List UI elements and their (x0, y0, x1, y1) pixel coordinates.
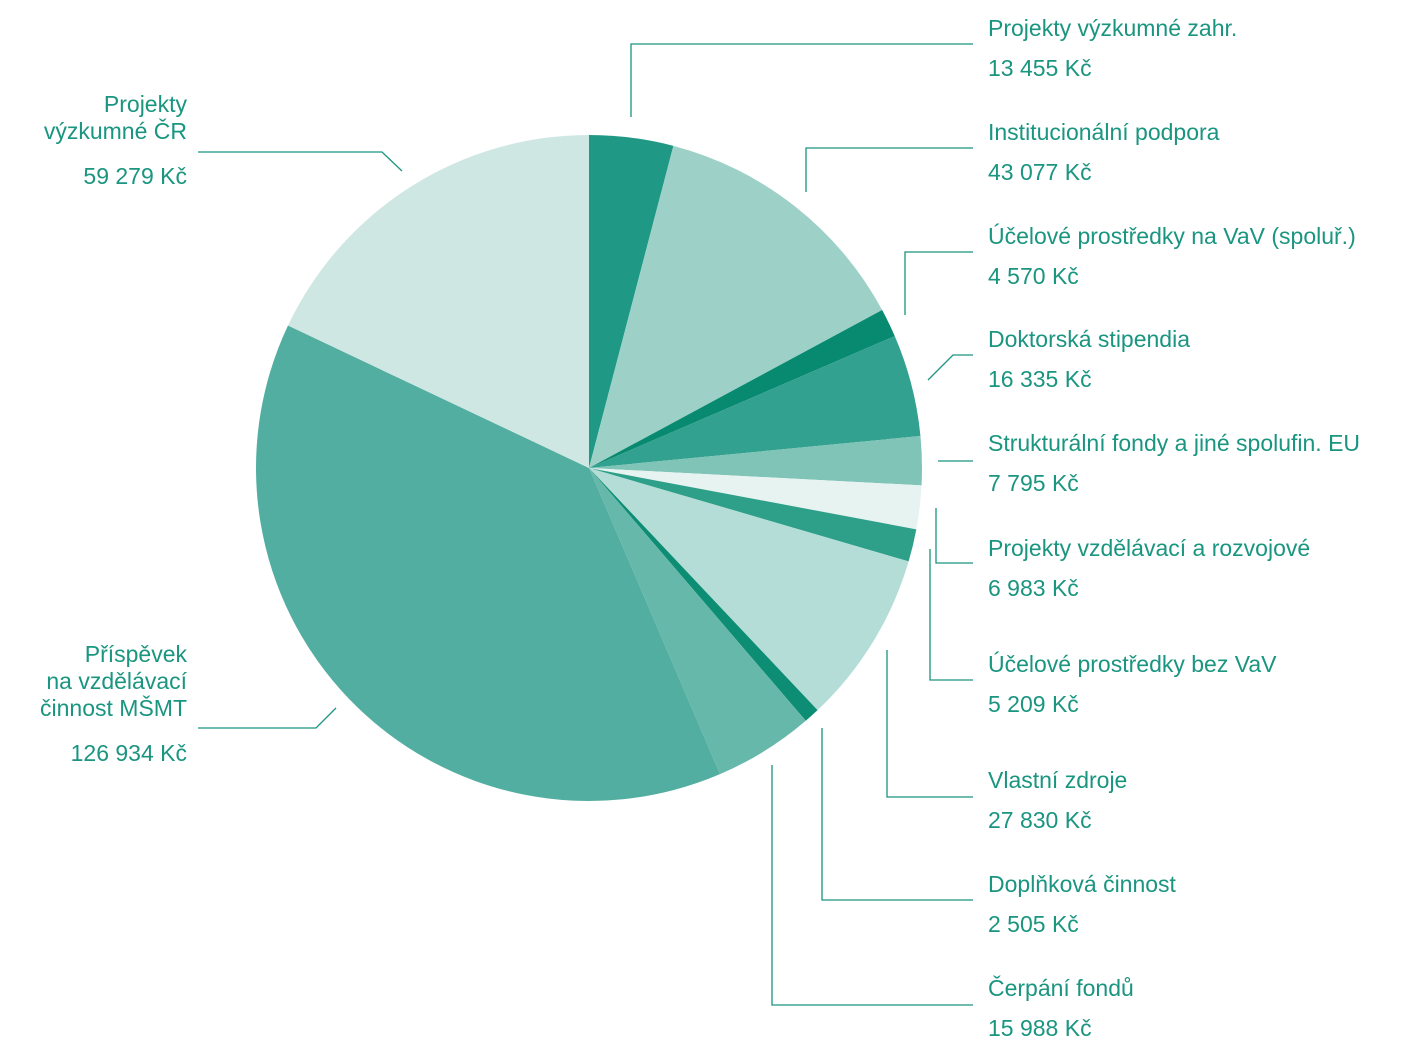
slice-label-line: Strukturální fondy a jiné spolufin. EU (988, 430, 1360, 456)
slice-label: Účelové prostředky bez VaV 5 209 Kč (988, 651, 1277, 717)
slice-value-label: 7 795 Kč (988, 470, 1079, 496)
leader-line (771, 765, 973, 1006)
leader-line (805, 147, 973, 192)
leader-line (929, 549, 973, 681)
pie-slice (589, 468, 909, 711)
slice-value-label: 6 983 Kč (988, 575, 1079, 601)
slice-label-line: Projekty výzkumné zahr. (988, 15, 1237, 41)
slice-label: Příspěvek na vzdělávací činnost MŠMT 126 93… (40, 641, 188, 766)
slice-labels: Projekty výzkumné zahr. 13 455 Kč Instituc… (40, 15, 1360, 1038)
slice-label-line: Doktorská stipendia (988, 326, 1190, 352)
slice-value-label: 13 455 Kč (988, 55, 1092, 81)
slice-label-line: výzkumné ČR (44, 117, 187, 144)
slice-value-label: 4 570 Kč (988, 263, 1079, 289)
slice-value-label: 16 335 Kč (988, 366, 1092, 392)
slice-label-line: Projekty vzdělávací a rozvojové (988, 535, 1310, 561)
slice-label-line: Doplňková činnost (988, 871, 1177, 897)
pie-slice (589, 468, 922, 530)
slice-label: Doplňková činnost 2 505 Kč (988, 871, 1177, 937)
pie-slice (589, 468, 818, 721)
slice-label-line: Vlastní zdroje (988, 767, 1127, 793)
pie-slice (589, 468, 806, 775)
pie-slice (589, 145, 883, 468)
leader-line (927, 354, 973, 381)
pie-slice (589, 468, 917, 562)
leader-lines (198, 43, 973, 1006)
slice-label: Vlastní zdroje 27 830 Kč (988, 767, 1127, 833)
pie-slice (589, 336, 921, 468)
pie-slice (288, 135, 589, 468)
slice-label: Čerpání fondů 15 988 Kč (988, 974, 1134, 1038)
pie-slice (589, 135, 674, 468)
leader-line (630, 43, 973, 117)
slice-label-line: na vzdělávací (46, 668, 187, 694)
slice-value-label: 27 830 Kč (988, 807, 1092, 833)
pie-slice (255, 325, 720, 802)
slice-label-line: Čerpání fondů (988, 974, 1134, 1001)
pie-slice (589, 436, 923, 486)
slice-label-line: Účelové prostředky na VaV (spoluř.) (988, 223, 1356, 249)
slice-label-line: Institucionální podpora (988, 119, 1220, 145)
slice-label-line: činnost MŠMT (40, 694, 187, 721)
pie-slices (255, 135, 923, 802)
leader-line (198, 151, 403, 172)
slice-value-label: 126 934 Kč (71, 740, 187, 766)
slice-label: Projekty výzkumné ČR 59 279 Kč (44, 91, 188, 189)
slice-value-label: 2 505 Kč (988, 911, 1079, 937)
slice-value-label: 5 209 Kč (988, 691, 1079, 717)
slice-label-line: Projekty (104, 91, 188, 117)
slice-label: Projekty vzdělávací a rozvojové 6 983 Kč (988, 535, 1310, 601)
leader-line (904, 251, 973, 315)
leader-line (198, 707, 337, 729)
slice-value-label: 15 988 Kč (988, 1015, 1092, 1038)
slice-label: Doktorská stipendia 16 335 Kč (988, 326, 1190, 392)
leader-line (821, 728, 973, 901)
slice-label: Projekty výzkumné zahr. 13 455 Kč (988, 15, 1237, 81)
slice-label-line: Příspěvek (85, 641, 188, 667)
pie-slice (589, 310, 895, 468)
slice-label: Účelové prostředky na VaV (spoluř.) 4 570… (988, 223, 1356, 289)
leader-line (935, 508, 973, 564)
slice-label-line: Účelové prostředky bez VaV (988, 651, 1277, 677)
slice-value-label: 43 077 Kč (988, 159, 1092, 185)
slice-label: Institucionální podpora 43 077 Kč (988, 119, 1220, 185)
slice-label: Strukturální fondy a jiné spolufin. EU 7 … (988, 430, 1360, 496)
slice-value-label: 59 279 Kč (83, 163, 187, 189)
leader-line (886, 650, 973, 798)
